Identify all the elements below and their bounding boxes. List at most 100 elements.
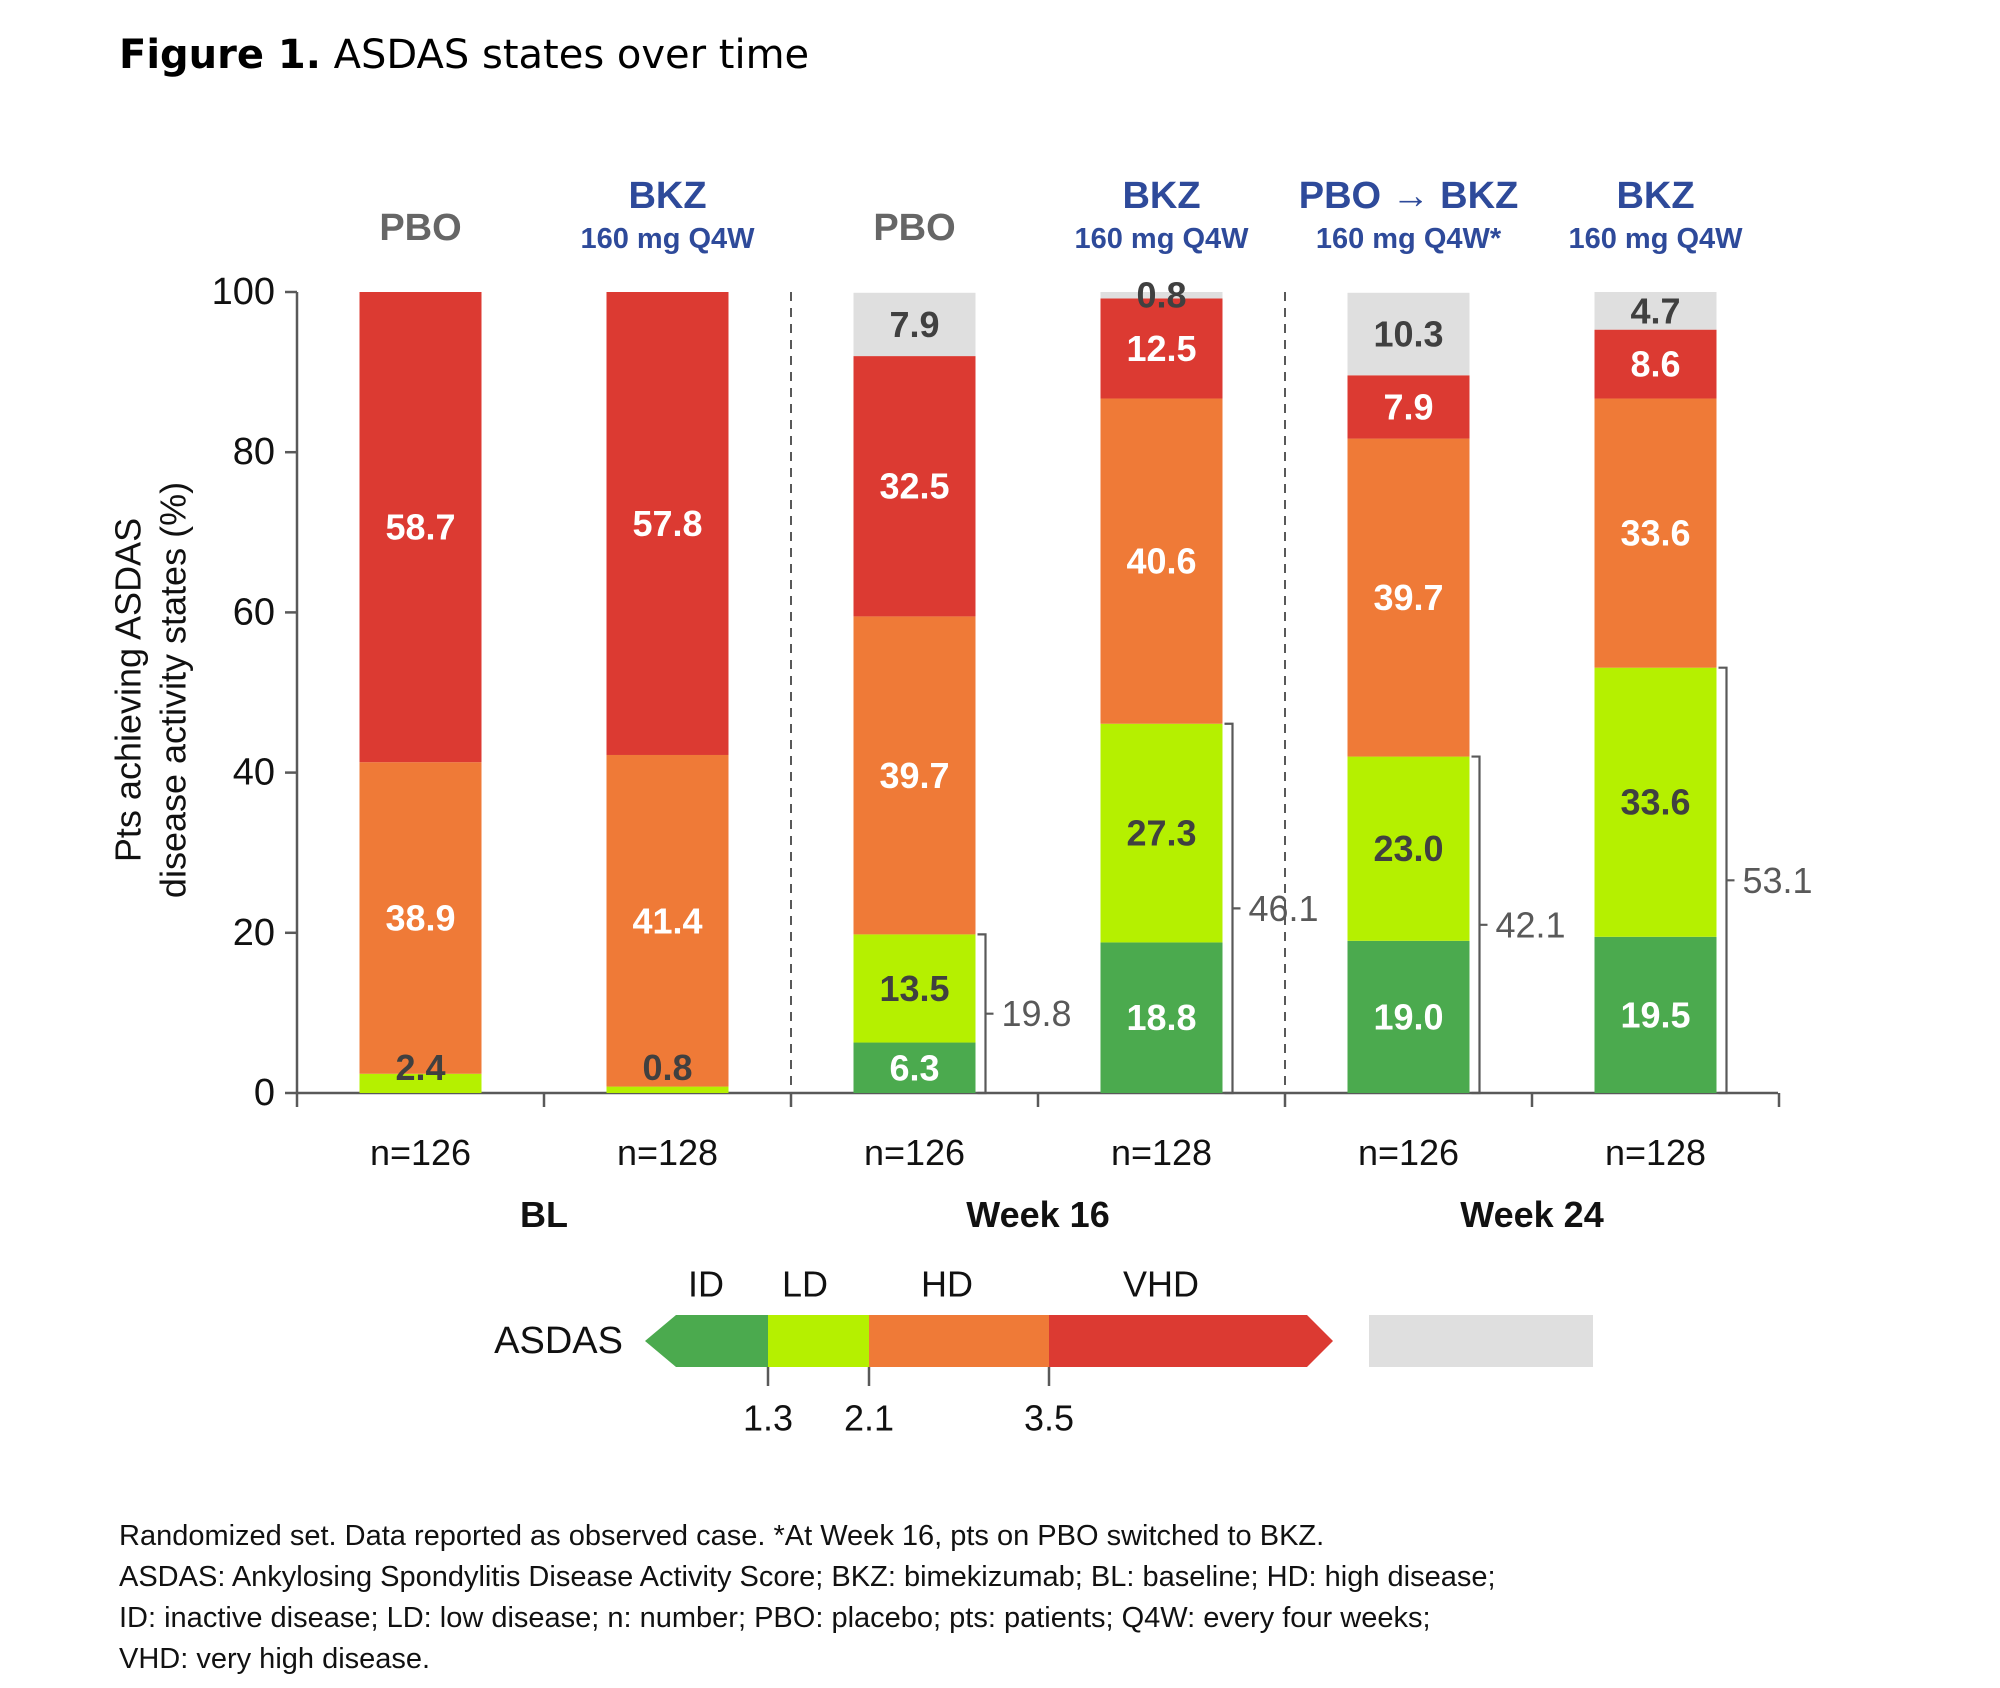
data-label: 33.6 xyxy=(1620,782,1690,823)
legend-cutoff-label: 3.5 xyxy=(1024,1398,1074,1439)
data-label: 12.5 xyxy=(1126,328,1196,369)
bar-segment-vhd xyxy=(1100,298,1223,399)
n-label: n=128 xyxy=(617,1132,718,1173)
bar-segment-id xyxy=(853,1042,976,1093)
data-label: 0.8 xyxy=(1136,275,1186,316)
footnote-line: VHD: very high disease. xyxy=(119,1643,431,1675)
bar-segment-hd xyxy=(606,754,729,1087)
n-label: n=128 xyxy=(1111,1132,1212,1173)
n-label: n=128 xyxy=(1605,1132,1706,1173)
bar-segment-vhd xyxy=(1594,329,1717,399)
data-label: 23.0 xyxy=(1373,828,1443,869)
data-label: 13.5 xyxy=(879,968,949,1009)
legend-label: VHD xyxy=(1123,1264,1199,1305)
data-label: 6.3 xyxy=(889,1047,939,1088)
legend-swatch-ld xyxy=(768,1315,869,1367)
total-label: 42.1 xyxy=(1496,904,1566,945)
n-label: n=126 xyxy=(370,1132,471,1173)
data-label: 7.9 xyxy=(1383,386,1433,427)
bar-segment-ld xyxy=(606,1086,729,1093)
footnote-line: ID: inactive disease; LD: low disease; n… xyxy=(119,1602,1431,1634)
data-label: 40.6 xyxy=(1126,541,1196,582)
y-axis-label: disease activity states (%) xyxy=(153,482,194,898)
group-label: BL xyxy=(520,1194,568,1235)
bar-segment-vhd xyxy=(1347,375,1470,439)
legend-title: ASDAS xyxy=(494,1320,623,1362)
legend-cutoff-label: 1.3 xyxy=(743,1398,793,1439)
total-label: 19.8 xyxy=(1002,993,1072,1034)
bar-segment-hd xyxy=(1100,398,1223,724)
bar-segment-missing xyxy=(1347,292,1470,376)
data-label: 58.7 xyxy=(385,507,455,548)
data-label: 0.8 xyxy=(642,1047,692,1088)
data-label: 10.3 xyxy=(1373,314,1443,355)
bar-segment-ld xyxy=(1594,667,1717,937)
data-label: 7.9 xyxy=(889,304,939,345)
data-label: 8.6 xyxy=(1630,344,1680,385)
bar-subheader: 160 mg Q4W* xyxy=(1316,223,1502,255)
y-tick-label: 80 xyxy=(233,431,275,473)
data-label: 57.8 xyxy=(632,503,702,544)
n-label: n=126 xyxy=(864,1132,965,1173)
legend-label: HD xyxy=(921,1264,973,1305)
legend-label: ID xyxy=(688,1264,724,1305)
bar-segment-hd xyxy=(359,762,482,1074)
data-label: 39.7 xyxy=(879,755,949,796)
data-label: 32.5 xyxy=(879,466,949,507)
data-label: 18.8 xyxy=(1126,997,1196,1038)
y-axis-label: Pts achieving ASDAS xyxy=(108,518,149,862)
bar-segment-id xyxy=(1100,942,1223,1093)
figure-title-text: ASDAS states over time xyxy=(320,32,810,78)
bar-segment-missing xyxy=(853,292,976,357)
y-tick-label: 20 xyxy=(233,912,275,954)
bar-segment-hd xyxy=(1347,438,1470,757)
total-bracket xyxy=(977,933,994,1095)
total-bracket xyxy=(1718,666,1735,1095)
data-label: 38.9 xyxy=(385,897,455,938)
footnote: Randomized set. Data reported as observe… xyxy=(119,1516,1496,1680)
y-tick-label: 40 xyxy=(233,752,275,794)
bar-segment-missing xyxy=(1100,292,1223,299)
bar-segment-id xyxy=(1347,940,1470,1093)
legend-label: LD xyxy=(782,1264,828,1305)
bar-subheader: 160 mg Q4W xyxy=(1568,223,1743,255)
legend-swatch-hd xyxy=(869,1315,1049,1367)
total-label: 53.1 xyxy=(1743,860,1813,901)
bar-segment-ld xyxy=(1347,756,1470,941)
data-label: 41.4 xyxy=(632,900,702,941)
bar-header: PBO xyxy=(379,207,461,249)
data-label: 33.6 xyxy=(1620,513,1690,554)
bar-subheader: 160 mg Q4W xyxy=(580,223,755,255)
total-label: 46.1 xyxy=(1249,888,1319,929)
data-label: 4.7 xyxy=(1630,290,1680,331)
bar-segment-vhd xyxy=(606,292,729,755)
bar-segment-id xyxy=(1594,936,1717,1093)
data-label: 39.7 xyxy=(1373,577,1443,618)
legend-swatch-vhd xyxy=(1049,1315,1333,1367)
data-label: 2.4 xyxy=(395,1047,445,1088)
legend-cutoff-label: 2.1 xyxy=(844,1398,894,1439)
figure-number: Figure 1. xyxy=(119,32,321,78)
bar-header: BKZ xyxy=(628,175,706,217)
footnote-line: Randomized set. Data reported as observe… xyxy=(119,1520,1325,1552)
total-bracket xyxy=(1471,755,1488,1095)
n-label: n=126 xyxy=(1358,1132,1459,1173)
group-label: Week 24 xyxy=(1460,1194,1603,1235)
legend-swatch-missing xyxy=(1369,1315,1593,1367)
bar-segment-missing xyxy=(1594,292,1717,330)
bar-segment-hd xyxy=(1594,398,1717,668)
bar-header: PBO → BKZ xyxy=(1299,175,1519,217)
bar-segment-vhd xyxy=(359,292,482,763)
bar-segment-ld xyxy=(1100,723,1223,943)
group-label: Week 16 xyxy=(966,1194,1109,1235)
bar-header: PBO xyxy=(873,207,955,249)
figure-title: Figure 1. ASDAS states over time xyxy=(119,32,809,78)
y-tick-label: 0 xyxy=(254,1072,275,1114)
bar-header: BKZ xyxy=(1616,175,1694,217)
total-bracket xyxy=(1224,722,1241,1095)
y-tick-label: 100 xyxy=(212,271,275,313)
bar-segment-hd xyxy=(853,616,976,935)
bar-segment-ld xyxy=(853,934,976,1043)
footnote-line: ASDAS: Ankylosing Spondylitis Disease Ac… xyxy=(119,1561,1496,1593)
